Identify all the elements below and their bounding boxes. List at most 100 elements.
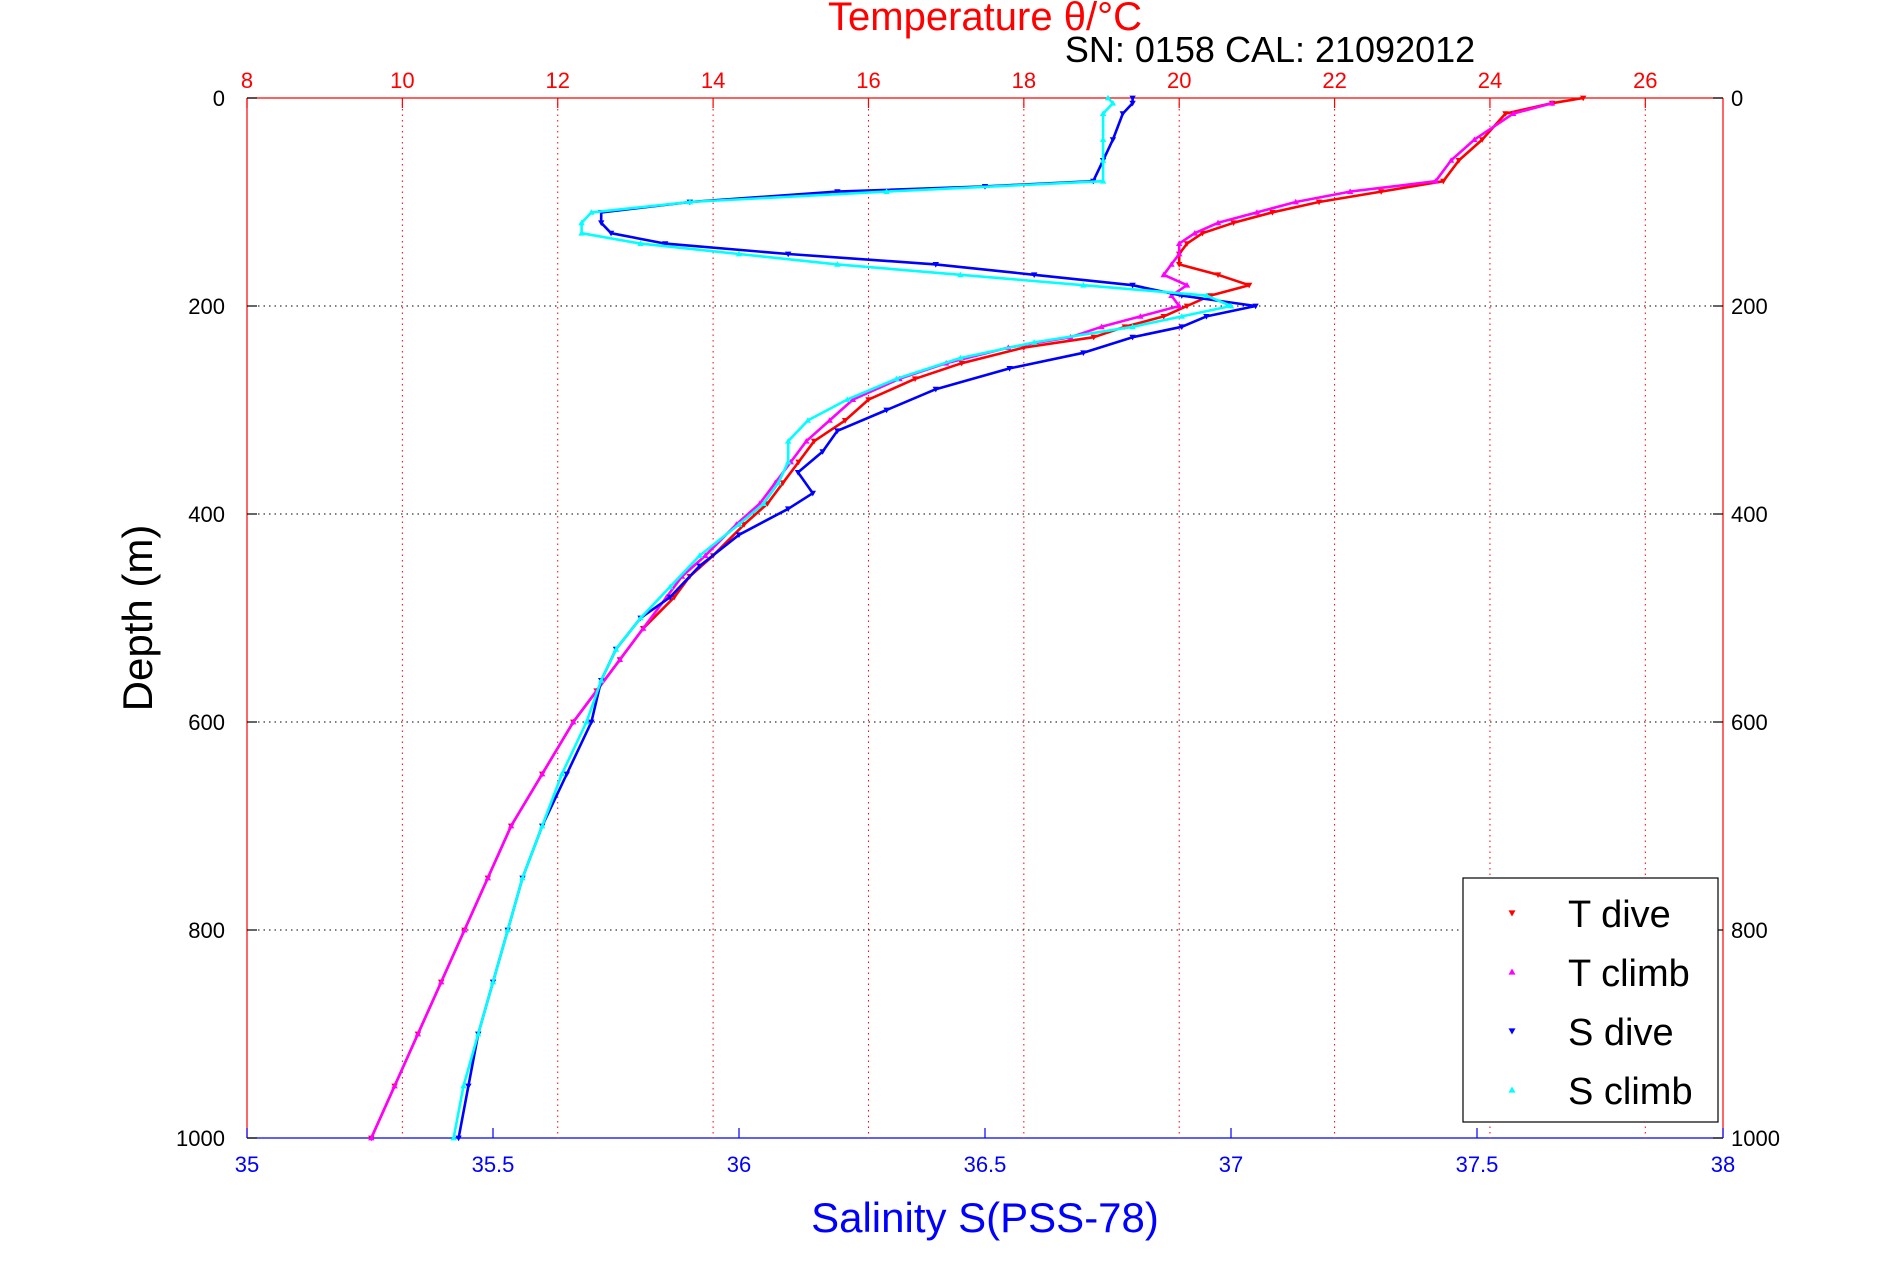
temperature-tick-label: 22 [1322, 68, 1346, 93]
series-t-climb-point [438, 978, 445, 985]
series-s-dive-point [1129, 95, 1136, 102]
series-s-climb-point [1099, 178, 1107, 184]
series-s-climb-point [460, 1082, 467, 1089]
series-s-dive-point [1129, 334, 1136, 341]
depth-tick-label-right: 800 [1731, 918, 1768, 943]
series-t-dive-point [1377, 189, 1385, 195]
series-t-climb-point [639, 625, 647, 631]
series-t-dive-point [1214, 272, 1222, 278]
series-s-dive-point [563, 771, 570, 778]
series-s-climb-point [637, 240, 644, 246]
series-s-dive-point [662, 241, 669, 247]
series-t-dive-point [1269, 210, 1276, 216]
series-t-dive-point [958, 360, 965, 367]
legend-marker [1508, 910, 1516, 917]
depth-tick-label-right: 0 [1731, 86, 1743, 111]
series-t-dive-point [795, 459, 802, 466]
series-s-dive-point [883, 407, 890, 414]
series-s-dive-point [785, 251, 792, 258]
series-s-dive-point [735, 532, 743, 538]
temperature-tick-label: 8 [241, 68, 253, 93]
legend-marker [1508, 1028, 1516, 1035]
depth-tick-label-left: 200 [188, 294, 225, 319]
series-s-climb-point [844, 396, 851, 402]
series-layer [368, 94, 1587, 1142]
salinity-tick-label: 36 [727, 1152, 751, 1177]
y-axis-label: Depth (m) [114, 525, 161, 712]
series-s-dive-point [465, 1083, 472, 1090]
series-t-dive-point [1315, 199, 1323, 206]
series-s-climb-point [804, 417, 812, 423]
series-s-dive-point [1031, 272, 1038, 278]
series-s-climb-point [666, 583, 674, 590]
series-s-climb-point [539, 822, 546, 829]
series-s-dive-point [696, 563, 703, 570]
series-s-dive-point [607, 230, 615, 237]
series-s-dive-point [932, 386, 939, 393]
series-t-climb-point [1160, 271, 1167, 278]
series-t-climb-point [1098, 323, 1105, 330]
series-s-climb-point [1129, 323, 1136, 330]
chart-subtitle: SN: 0158 CAL: 21092012 [1065, 29, 1475, 70]
series-t-climb-point [1176, 302, 1183, 309]
series-t-climb-point [1176, 240, 1183, 246]
series-s-dive-trace [457, 98, 1257, 1139]
series-t-climb-point [1292, 198, 1299, 205]
series-t-climb-trace [370, 101, 1553, 1139]
depth-tick-label-left: 400 [188, 502, 225, 527]
series-s-climb-point [504, 926, 511, 933]
series-t-climb-point [539, 770, 546, 777]
legend: T dive T climb S dive S climb [1462, 877, 1719, 1123]
series-t-climb-point [368, 1134, 375, 1141]
series-t-dive-point [810, 438, 818, 445]
temperature-tick-label: 16 [856, 68, 880, 93]
series-s-dive-point [819, 449, 826, 455]
series-t-climb-point [826, 417, 833, 423]
depth-tick-label-right: 200 [1731, 294, 1768, 319]
legend-marker [1508, 968, 1516, 975]
legend-label: T dive [1568, 894, 1671, 936]
temperature-tick-label: 20 [1167, 68, 1191, 93]
series-s-climb-point [785, 458, 792, 465]
depth-tick-label-left: 0 [213, 86, 225, 111]
series-s-climb-point [696, 552, 703, 558]
series-s-dive-point [1119, 111, 1126, 117]
temperature-tick-label: 18 [1012, 68, 1036, 93]
series-t-dive-point [1245, 282, 1253, 289]
series-t-dive-point [1160, 314, 1167, 320]
series-s-dive-point [455, 1135, 462, 1142]
series-s-dive-point [932, 262, 939, 268]
series-t-climb-point [1214, 219, 1222, 226]
depth-tick-label-right: 1000 [1731, 1126, 1780, 1151]
depth-tick-label-left: 1000 [176, 1126, 225, 1151]
series-t-dive-point [1579, 95, 1587, 102]
series-t-dive-point [1090, 334, 1097, 341]
series-s-climb-point [760, 500, 767, 506]
series-t-dive-point [1478, 137, 1486, 143]
series-t-climb-point [1168, 261, 1175, 267]
series-t-climb-point [803, 438, 810, 444]
series-s-dive-point [834, 189, 841, 195]
series-s-climb-point [735, 250, 743, 257]
series-s-dive-point [809, 490, 816, 497]
tick-labels-layer: 8 10 12 14 16 18 20 22 24 26 0 0 200 200 400 400 600 600 8… [176, 68, 1780, 1177]
series-s-climb-point [775, 479, 782, 486]
series-t-climb-point [702, 552, 709, 558]
series-s-climb-point [558, 770, 566, 777]
series-t-dive-point [1199, 230, 1206, 237]
salinity-tick-label: 35 [235, 1152, 259, 1177]
series-s-climb-point [612, 646, 620, 652]
series-s-climb-point [1203, 292, 1210, 298]
series-s-climb-point [1109, 100, 1117, 106]
temperature-tick-label: 12 [545, 68, 569, 93]
series-s-climb-point [957, 271, 964, 278]
series-t-climb-point [570, 718, 577, 725]
series-t-dive-point [1230, 220, 1237, 226]
series-s-dive-point [1006, 366, 1013, 372]
series-s-climb-point [893, 375, 900, 382]
depth-tick-label-left: 800 [188, 918, 225, 943]
series-s-climb-point [785, 438, 792, 444]
series-s-climb-point [598, 677, 605, 683]
